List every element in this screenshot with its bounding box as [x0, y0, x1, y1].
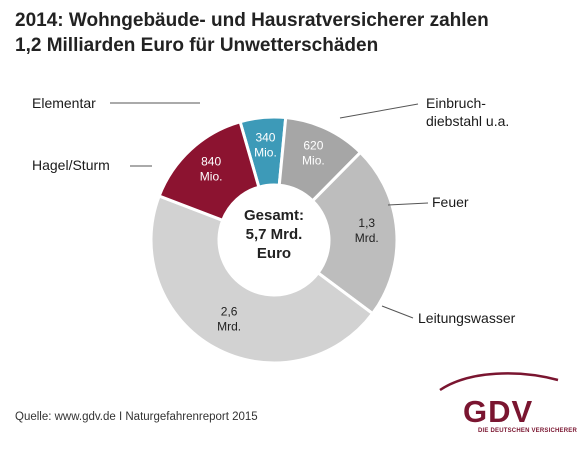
slice-name-label-3: Leitungswasser	[418, 310, 516, 326]
leader-line-1	[339, 103, 419, 119]
slice-value-label-3: 2,6 Mrd.	[217, 304, 241, 333]
source-note: Quelle: www.gdv.de I Naturgefahrenreport…	[15, 411, 258, 423]
center-total-label: Gesamt: 5,7 Mrd. Euro	[244, 207, 304, 262]
slice-value-label-2: 1,3 Mrd.	[355, 216, 379, 245]
slice-name-label-4: Hagel/Sturm	[32, 157, 110, 173]
leader-line-2	[387, 202, 429, 206]
logo-subtext: DIE DEUTSCHEN VERSICHERER	[478, 428, 578, 434]
chart-subtitle: 1,2 Milliarden Euro für Unwetterschäden	[15, 35, 379, 56]
slice-value-label-1: 620 Mio.	[302, 139, 325, 168]
chart-title-block: 2014: Wohngebäude- und Hausratversichere…	[15, 8, 575, 58]
slice-value-label-0: 340 Mio.	[254, 130, 277, 159]
slice-name-label-2: Feuer	[432, 194, 469, 210]
chart-title: 2014: Wohngebäude- und Hausratversichere…	[15, 10, 489, 31]
slice-value-label-4: 840 Mio.	[200, 154, 223, 183]
slice-name-label-1: Einbruch-diebstahl u.a.	[426, 95, 509, 129]
leader-line-3	[381, 305, 414, 319]
slice-3	[149, 194, 375, 365]
slice-2	[310, 150, 399, 316]
slice-name-label-0: Elementar	[32, 95, 96, 111]
logo-text: GDV	[463, 394, 534, 429]
slice-4	[157, 119, 261, 223]
